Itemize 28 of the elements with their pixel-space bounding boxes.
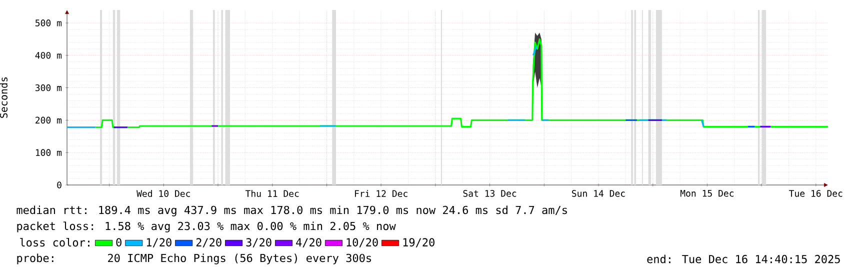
- x-tick-label: Sat 13 Dec: [463, 190, 516, 197]
- legend-label: 19/20: [403, 238, 434, 248]
- y-tick-label: 0: [57, 182, 62, 188]
- text: 20 ICMP Echo Pings (56 Bytes) every 300s: [108, 254, 371, 264]
- y-tick-label: 300 m: [35, 84, 62, 92]
- line-series: [94, 38, 828, 128]
- legend-label: 2/20: [196, 238, 222, 248]
- text: end: Tue Dec 16 14:40:15 2025: [647, 254, 840, 264]
- y-tick-label: 200 m: [36, 116, 62, 124]
- x-tick-label: Thu 11 Dec: [245, 190, 299, 197]
- y-axis-title: Seconds: [0, 77, 8, 118]
- text: packet loss: 1.58 % avg 23.03 % max 0.00 % min 2.05 % now: [17, 222, 396, 232]
- x-tick-label: Sun 14 Dec: [572, 190, 625, 197]
- y-tick-label: 500 m: [36, 20, 62, 26]
- x-tick-label: Fri 12 Dec: [354, 190, 408, 197]
- legend-label: 1/20: [146, 238, 172, 248]
- x-tick-label: Mon 15 Dec: [680, 190, 734, 197]
- text: probe:: [17, 254, 54, 264]
- y-tick-label: 400 m: [35, 52, 62, 59]
- legend-label: 10/20: [346, 238, 378, 248]
- x-tick-label: Tue 16 Dec: [789, 190, 842, 197]
- y-tick-label: 100 m: [36, 149, 62, 156]
- legend-title: loss color:: [20, 238, 90, 247]
- x-tick-label: Wed 10 Dec: [136, 190, 190, 197]
- legend-label: 0: [116, 238, 122, 246]
- text: median rtt: 189.4 ms avg 437.9 ms max 178.0 ms min 179.0 ms now 24.6 ms sd 7.7 am/s: [16, 206, 567, 216]
- legend-label: 4/20: [296, 238, 322, 248]
- legend-label: 3/20: [246, 238, 272, 248]
